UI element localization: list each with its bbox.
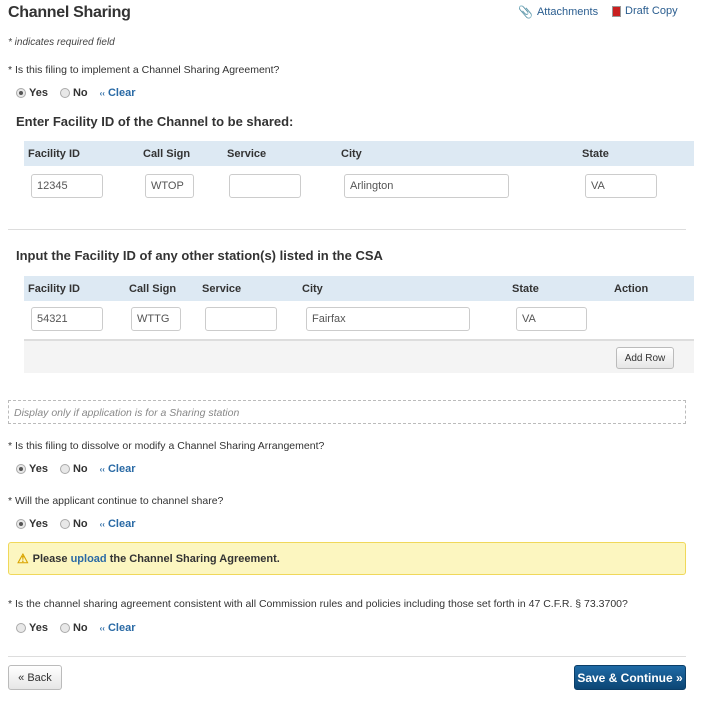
warning-text-end: the Channel Sharing Agreement.	[106, 552, 280, 565]
pdf-icon	[612, 5, 621, 17]
q1-no-radio[interactable]: No	[59, 87, 88, 99]
paperclip-icon: 📎	[518, 5, 533, 19]
q4-clear-link[interactable]: ‹‹ Clear	[99, 622, 136, 634]
q1-clear-link[interactable]: ‹‹ Clear	[99, 87, 136, 99]
q3-yes-radio[interactable]: Yes	[16, 518, 48, 530]
q2-clear-link[interactable]: ‹‹ Clear	[99, 463, 136, 475]
col-facility-id: Facility ID	[28, 283, 80, 295]
col-city: City	[341, 148, 362, 160]
q2-yes-radio[interactable]: Yes	[16, 463, 48, 475]
city-input[interactable]	[344, 174, 509, 198]
add-row-button[interactable]: Add Row	[616, 347, 674, 369]
col-call-sign: Call Sign	[129, 283, 177, 295]
call-sign-input-2[interactable]	[131, 307, 181, 331]
required-note: * indicates required field	[8, 37, 115, 48]
col-service: Service	[227, 148, 267, 160]
col-city: City	[302, 283, 323, 295]
q4-no-radio[interactable]: No	[59, 622, 88, 634]
q1-yes-radio[interactable]: Yes	[16, 87, 48, 99]
q1-label: * Is this filing to implement a Channel …	[8, 64, 280, 76]
q4-yes-radio[interactable]: Yes	[16, 622, 48, 634]
state-input-2[interactable]	[516, 307, 587, 331]
col-facility-id: Facility ID	[28, 148, 80, 160]
q2-radios: Yes No ‹‹ Clear	[16, 463, 136, 475]
save-continue-button[interactable]: Save & Continue »	[574, 665, 686, 690]
q2-no-radio[interactable]: No	[59, 463, 88, 475]
draft-copy-link[interactable]: Draft Copy	[612, 5, 678, 17]
table-footer-row	[24, 339, 694, 373]
facility-id-input[interactable]	[31, 174, 103, 198]
q4-label: * Is the channel sharing agreement consi…	[8, 598, 628, 610]
section1-table-header: Facility ID Call Sign Service City State	[24, 141, 694, 166]
draft-copy-label: Draft Copy	[625, 5, 678, 17]
upload-warning: ⚠ Please upload the Channel Sharing Agre…	[8, 542, 686, 575]
q3-clear-link[interactable]: ‹‹ Clear	[99, 518, 136, 530]
state-input[interactable]	[585, 174, 657, 198]
q2-label: * Is this filing to dissolve or modify a…	[8, 440, 325, 452]
col-service: Service	[202, 283, 242, 295]
q1-radios: Yes No ‹‹ Clear	[16, 87, 136, 99]
q3-label: * Will the applicant continue to channel…	[8, 495, 224, 507]
footer-divider	[8, 656, 686, 657]
section2-heading: Input the Facility ID of any other stati…	[16, 248, 383, 263]
q3-radios: Yes No ‹‹ Clear	[16, 518, 136, 530]
facility-id-input-2[interactable]	[31, 307, 103, 331]
call-sign-input[interactable]	[145, 174, 194, 198]
divider	[8, 229, 686, 230]
page-title: Channel Sharing	[8, 4, 131, 21]
service-input-2[interactable]	[205, 307, 277, 331]
q3-no-radio[interactable]: No	[59, 518, 88, 530]
back-button[interactable]: « Back	[8, 665, 62, 690]
warning-icon: ⚠	[17, 550, 29, 566]
col-call-sign: Call Sign	[143, 148, 191, 160]
service-input[interactable]	[229, 174, 301, 198]
city-input-2[interactable]	[306, 307, 470, 331]
section2-table-header: Facility ID Call Sign Service City State…	[24, 276, 694, 301]
warning-text: Please	[32, 552, 71, 565]
col-state: State	[512, 283, 539, 295]
attachments-link[interactable]: 📎 Attachments	[518, 5, 598, 19]
attachments-label: Attachments	[536, 6, 599, 18]
col-state: State	[582, 148, 609, 160]
section1-heading: Enter Facility ID of the Channel to be s…	[16, 114, 294, 129]
upload-link[interactable]: upload	[70, 552, 107, 565]
q4-radios: Yes No ‹‹ Clear	[16, 622, 136, 634]
sharing-station-note: Display only if application is for a Sha…	[8, 400, 686, 424]
col-action: Action	[614, 283, 649, 295]
